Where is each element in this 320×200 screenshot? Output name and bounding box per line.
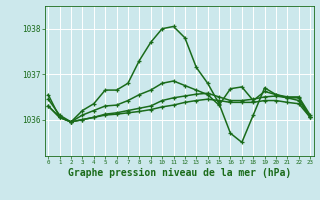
X-axis label: Graphe pression niveau de la mer (hPa): Graphe pression niveau de la mer (hPa) [68,168,291,178]
